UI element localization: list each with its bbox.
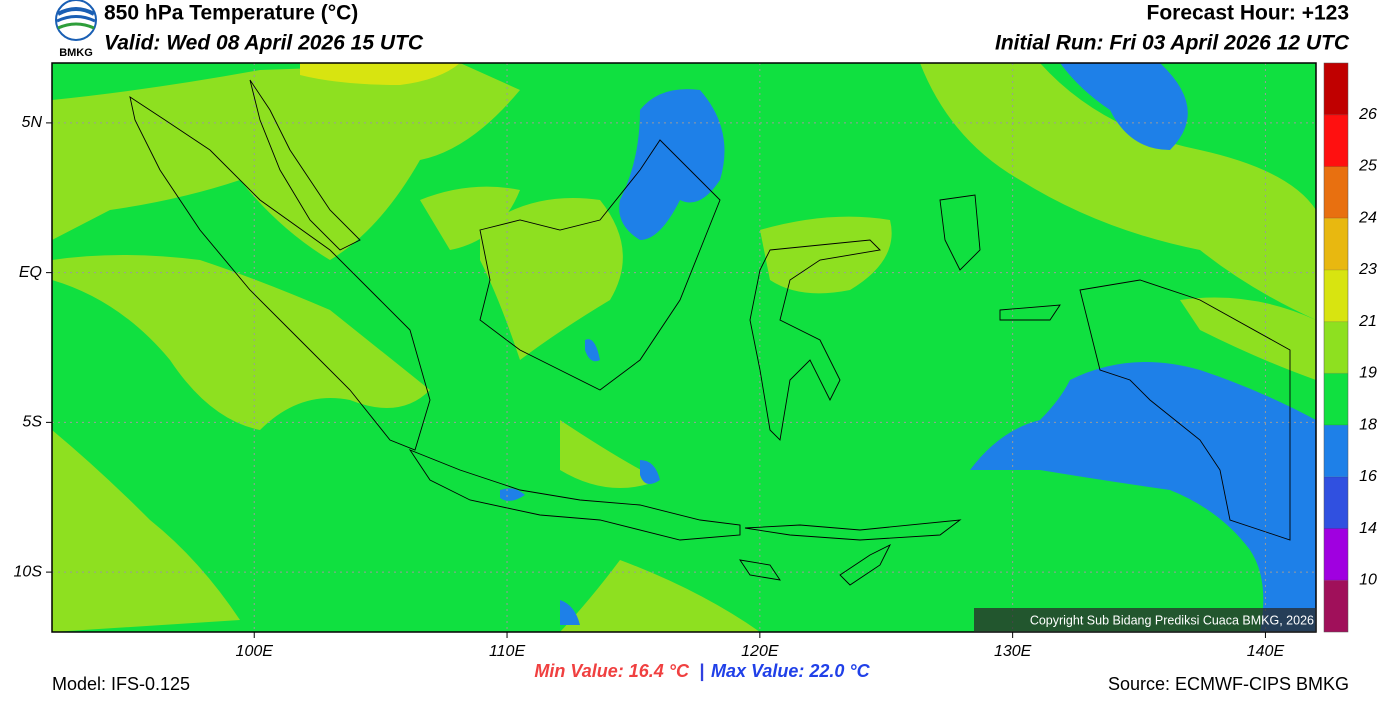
grid-lines (52, 63, 1316, 632)
lat-label: 10S (14, 563, 43, 580)
colorbar-segment (1324, 218, 1348, 270)
lon-label: 140E (1247, 643, 1285, 660)
colorbar-segment (1324, 528, 1348, 581)
separator: | (699, 661, 704, 681)
title: 850 hPa Temperature (°C) (104, 2, 358, 25)
lat-label: EQ (19, 264, 42, 281)
copyright: Copyright Sub Bidang Prediksi Cuaca BMKG… (1030, 613, 1314, 627)
min-value: Min Value: 16.4 °C (534, 661, 690, 681)
cool-areas (500, 63, 1316, 632)
logo-text: BMKG (59, 47, 93, 59)
colorbar-label: 14 (1359, 520, 1377, 537)
colorbar-label: 23 (1358, 261, 1377, 278)
colorbar-segment (1324, 373, 1348, 426)
copyright-box (974, 608, 1316, 632)
forecast-hour: Forecast Hour: +123 (1147, 2, 1350, 25)
colorbar-label: 25 (1358, 158, 1377, 175)
colorbar-label: 24 (1358, 209, 1377, 226)
colorbar-label: 19 (1359, 365, 1377, 382)
lon-label: 130E (994, 643, 1032, 660)
colorbar-frame (1323, 62, 1349, 633)
colorbar-segment (1324, 321, 1348, 374)
colorbar-segment (1324, 269, 1348, 322)
warm-areas (52, 63, 1316, 632)
colorbar-segment (1324, 476, 1348, 529)
lat-label: 5S (22, 414, 42, 431)
colorbar-segment (1324, 114, 1348, 167)
initial-run: Initial Run: Fri 03 April 2026 12 UTC (995, 32, 1350, 55)
coastlines (129, 79, 1291, 586)
source: Source: ECMWF-CIPS BMKG (1108, 674, 1349, 694)
colorbar-segment (1324, 580, 1348, 632)
colorbar-label: 10 (1359, 571, 1377, 588)
map-frame (51, 62, 1317, 633)
colorbar-segment (1324, 425, 1348, 477)
colorbar-label: 26 (1358, 106, 1377, 123)
colorbar-label: 16 (1359, 468, 1377, 485)
model: Model: IFS-0.125 (52, 674, 190, 694)
colorbar-segment (1324, 63, 1348, 115)
colorbar-label: 21 (1358, 313, 1377, 330)
lon-label: 100E (236, 643, 274, 660)
logo: BMKG (55, 0, 97, 59)
hot-areas (300, 63, 460, 85)
lon-label: 110E (489, 643, 526, 660)
colorbar-label: 18 (1359, 416, 1377, 433)
max-value: Max Value: 22.0 °C (711, 661, 871, 681)
lon-label: 120E (741, 643, 779, 660)
map-field (52, 63, 1316, 632)
colorbar: 10 14 16 18 19 21 23 24 25 26 (1323, 62, 1377, 633)
colorbar-segment (1324, 166, 1348, 219)
lat-label: 5N (22, 114, 43, 131)
axis-ticks: 100E 110E 120E 130E 140E 5N EQ 5S 10S (14, 114, 1285, 660)
valid-time: Valid: Wed 08 April 2026 15 UTC (104, 32, 424, 55)
